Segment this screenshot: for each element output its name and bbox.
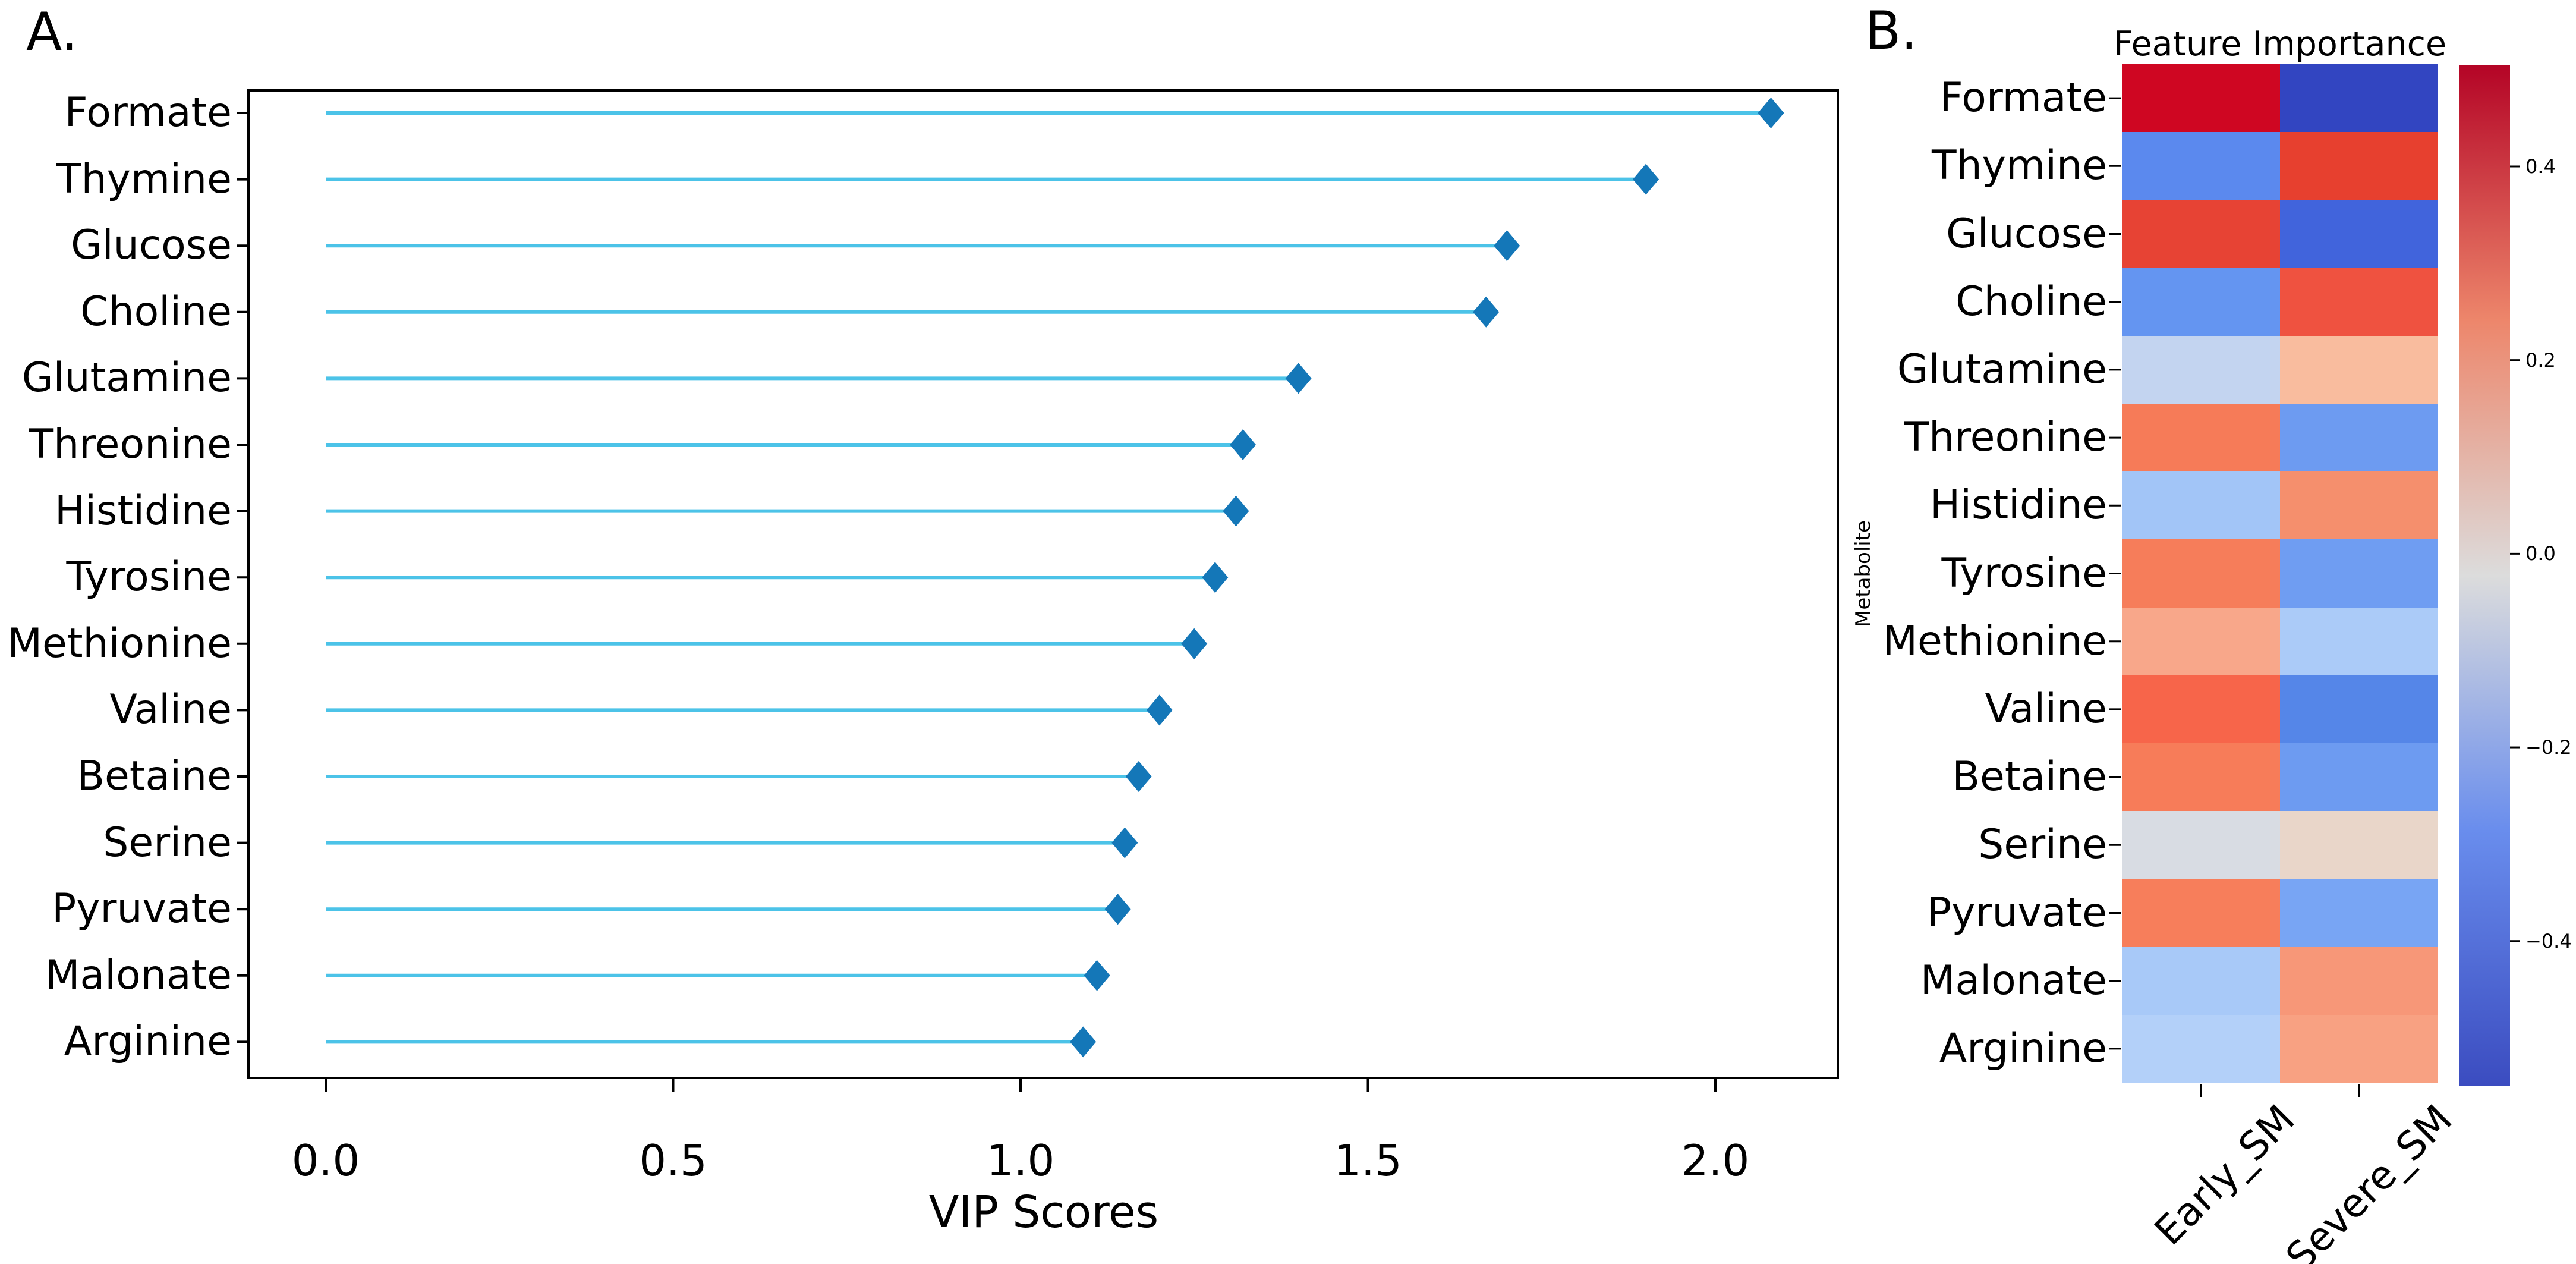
heatmap-row-label: Serine bbox=[1978, 821, 2107, 869]
heatmap-row-label: Glutamine bbox=[1897, 345, 2107, 393]
heatmap-row-label: Tyrosine bbox=[1941, 549, 2107, 597]
heatmap-row-label: Valine bbox=[1985, 685, 2107, 732]
colorbar-gradient bbox=[2459, 65, 2510, 1086]
panel-a-x-tick-label: 2.0 bbox=[1681, 1136, 1750, 1186]
lollipop-marker bbox=[1146, 694, 1173, 726]
heatmap-cell bbox=[2122, 64, 2280, 132]
lollipop-marker bbox=[1104, 894, 1131, 925]
heatmap-cell bbox=[2122, 743, 2280, 811]
colorbar-tick-label: 0.4 bbox=[2525, 155, 2556, 178]
heatmap-row-label: Glucose bbox=[1946, 210, 2107, 257]
heatmap-row-label: Malonate bbox=[1920, 957, 2107, 1004]
heatmap-row-label: Threonine bbox=[1904, 414, 2107, 461]
heatmap-cell bbox=[2122, 268, 2280, 336]
heatmap-cell bbox=[2280, 404, 2438, 471]
heatmap-cell bbox=[2122, 879, 2280, 947]
panel-a-label: A. bbox=[26, 1, 78, 62]
lollipop-marker bbox=[1230, 429, 1256, 460]
heatmap-cell bbox=[2280, 336, 2438, 404]
panel-a-x-tick-label: 0.0 bbox=[291, 1136, 360, 1186]
vip-scores-axis-title: VIP Scores bbox=[928, 1187, 1159, 1238]
heatmap-row-label: Arginine bbox=[1939, 1024, 2107, 1072]
heatmap-cell bbox=[2280, 268, 2438, 336]
lollipop-marker bbox=[1202, 562, 1229, 593]
panel-a-y-tick-label: Formate bbox=[64, 89, 232, 136]
panel-a-y-tick-label: Valine bbox=[109, 686, 232, 734]
heatmap-cell bbox=[2280, 64, 2438, 132]
heatmap-cell bbox=[2280, 675, 2438, 743]
panel-a-y-tick-label: Betaine bbox=[77, 753, 232, 800]
heatmap-row-label: Thymine bbox=[1932, 142, 2107, 190]
panel-a-border bbox=[247, 89, 1839, 1079]
panel-a-x-tick-label: 1.5 bbox=[1334, 1136, 1402, 1186]
panel-a-y-tick-label: Choline bbox=[80, 288, 232, 335]
heatmap-cell bbox=[2122, 200, 2280, 268]
colorbar-tick-label: 0.0 bbox=[2525, 542, 2556, 565]
panel-a-y-tick-label: Serine bbox=[103, 819, 232, 866]
heatmap-cell bbox=[2280, 811, 2438, 879]
lollipop-marker bbox=[1494, 230, 1520, 262]
panel-a-y-tick-label: Methionine bbox=[7, 620, 232, 667]
colorbar-tick-label: 0.2 bbox=[2525, 348, 2556, 372]
heatmap-cell bbox=[2122, 336, 2280, 404]
lollipop-marker bbox=[1070, 1026, 1097, 1058]
lollipop-marker bbox=[1633, 163, 1659, 195]
heatmap-cell bbox=[2280, 132, 2438, 200]
panel-a-y-tick-label: Threonine bbox=[29, 421, 232, 468]
panel-a-x-tick-label: 0.5 bbox=[639, 1136, 707, 1186]
heatmap-row-label: Pyruvate bbox=[1927, 889, 2107, 936]
heatmap-cell bbox=[2122, 675, 2280, 743]
heatmap-y-axis-title: Metabolite bbox=[1851, 520, 1875, 627]
panel-a-y-tick-label: Tyrosine bbox=[66, 554, 232, 601]
heatmap-cell bbox=[2122, 608, 2280, 675]
panel-a-y-tick-label: Arginine bbox=[64, 1018, 232, 1065]
heatmap-cell bbox=[2122, 471, 2280, 539]
heatmap-cell bbox=[2122, 811, 2280, 879]
heatmap-row-label: Histidine bbox=[1930, 482, 2107, 529]
heatmap-cell bbox=[2122, 1015, 2280, 1083]
panel-a-y-tick-label: Glutamine bbox=[21, 354, 232, 402]
lollipop-marker bbox=[1084, 960, 1110, 991]
heatmap-cell bbox=[2280, 471, 2438, 539]
heatmap-cell bbox=[2280, 879, 2438, 947]
heatmap-row-label: Methionine bbox=[1882, 617, 2107, 665]
heatmap-cell bbox=[2280, 539, 2438, 608]
panel-a-y-tick-label: Malonate bbox=[45, 951, 232, 999]
heatmap-title: Feature Importance bbox=[2113, 24, 2447, 64]
heatmap-cell bbox=[2280, 608, 2438, 675]
heatmap-cell bbox=[2280, 200, 2438, 268]
heatmap-cell bbox=[2280, 1015, 2438, 1083]
heatmap-row-label: Choline bbox=[1955, 278, 2107, 325]
heatmap-row-label: Formate bbox=[1939, 74, 2107, 122]
heatmap-cell bbox=[2122, 132, 2280, 200]
heatmap-cell bbox=[2122, 539, 2280, 608]
heatmap-cell bbox=[2280, 947, 2438, 1015]
colorbar-tick-label: −0.2 bbox=[2525, 736, 2572, 759]
heatmap-cell bbox=[2280, 743, 2438, 811]
panel-a-y-tick-label: Thymine bbox=[56, 155, 232, 203]
lollipop-marker bbox=[1181, 628, 1208, 659]
lollipop-marker bbox=[1125, 761, 1152, 792]
panel-a-y-tick-label: Pyruvate bbox=[52, 885, 232, 933]
lollipop-marker bbox=[1223, 495, 1249, 527]
panel-b-label: B. bbox=[1865, 0, 1918, 61]
lollipop-marker bbox=[1473, 296, 1500, 328]
lollipop-marker bbox=[1758, 98, 1784, 128]
heatmap-row-label: Betaine bbox=[1952, 753, 2107, 801]
lollipop-marker bbox=[1111, 827, 1138, 859]
heatmap-cell bbox=[2122, 404, 2280, 471]
panel-a-y-tick-label: Histidine bbox=[55, 487, 232, 534]
heatmap-cell bbox=[2122, 947, 2280, 1015]
panel-a-x-tick-label: 1.0 bbox=[986, 1136, 1055, 1186]
colorbar-tick-label: −0.4 bbox=[2525, 929, 2572, 952]
panel-a-y-tick-label: Glucose bbox=[71, 222, 232, 269]
lollipop-marker bbox=[1285, 363, 1312, 394]
